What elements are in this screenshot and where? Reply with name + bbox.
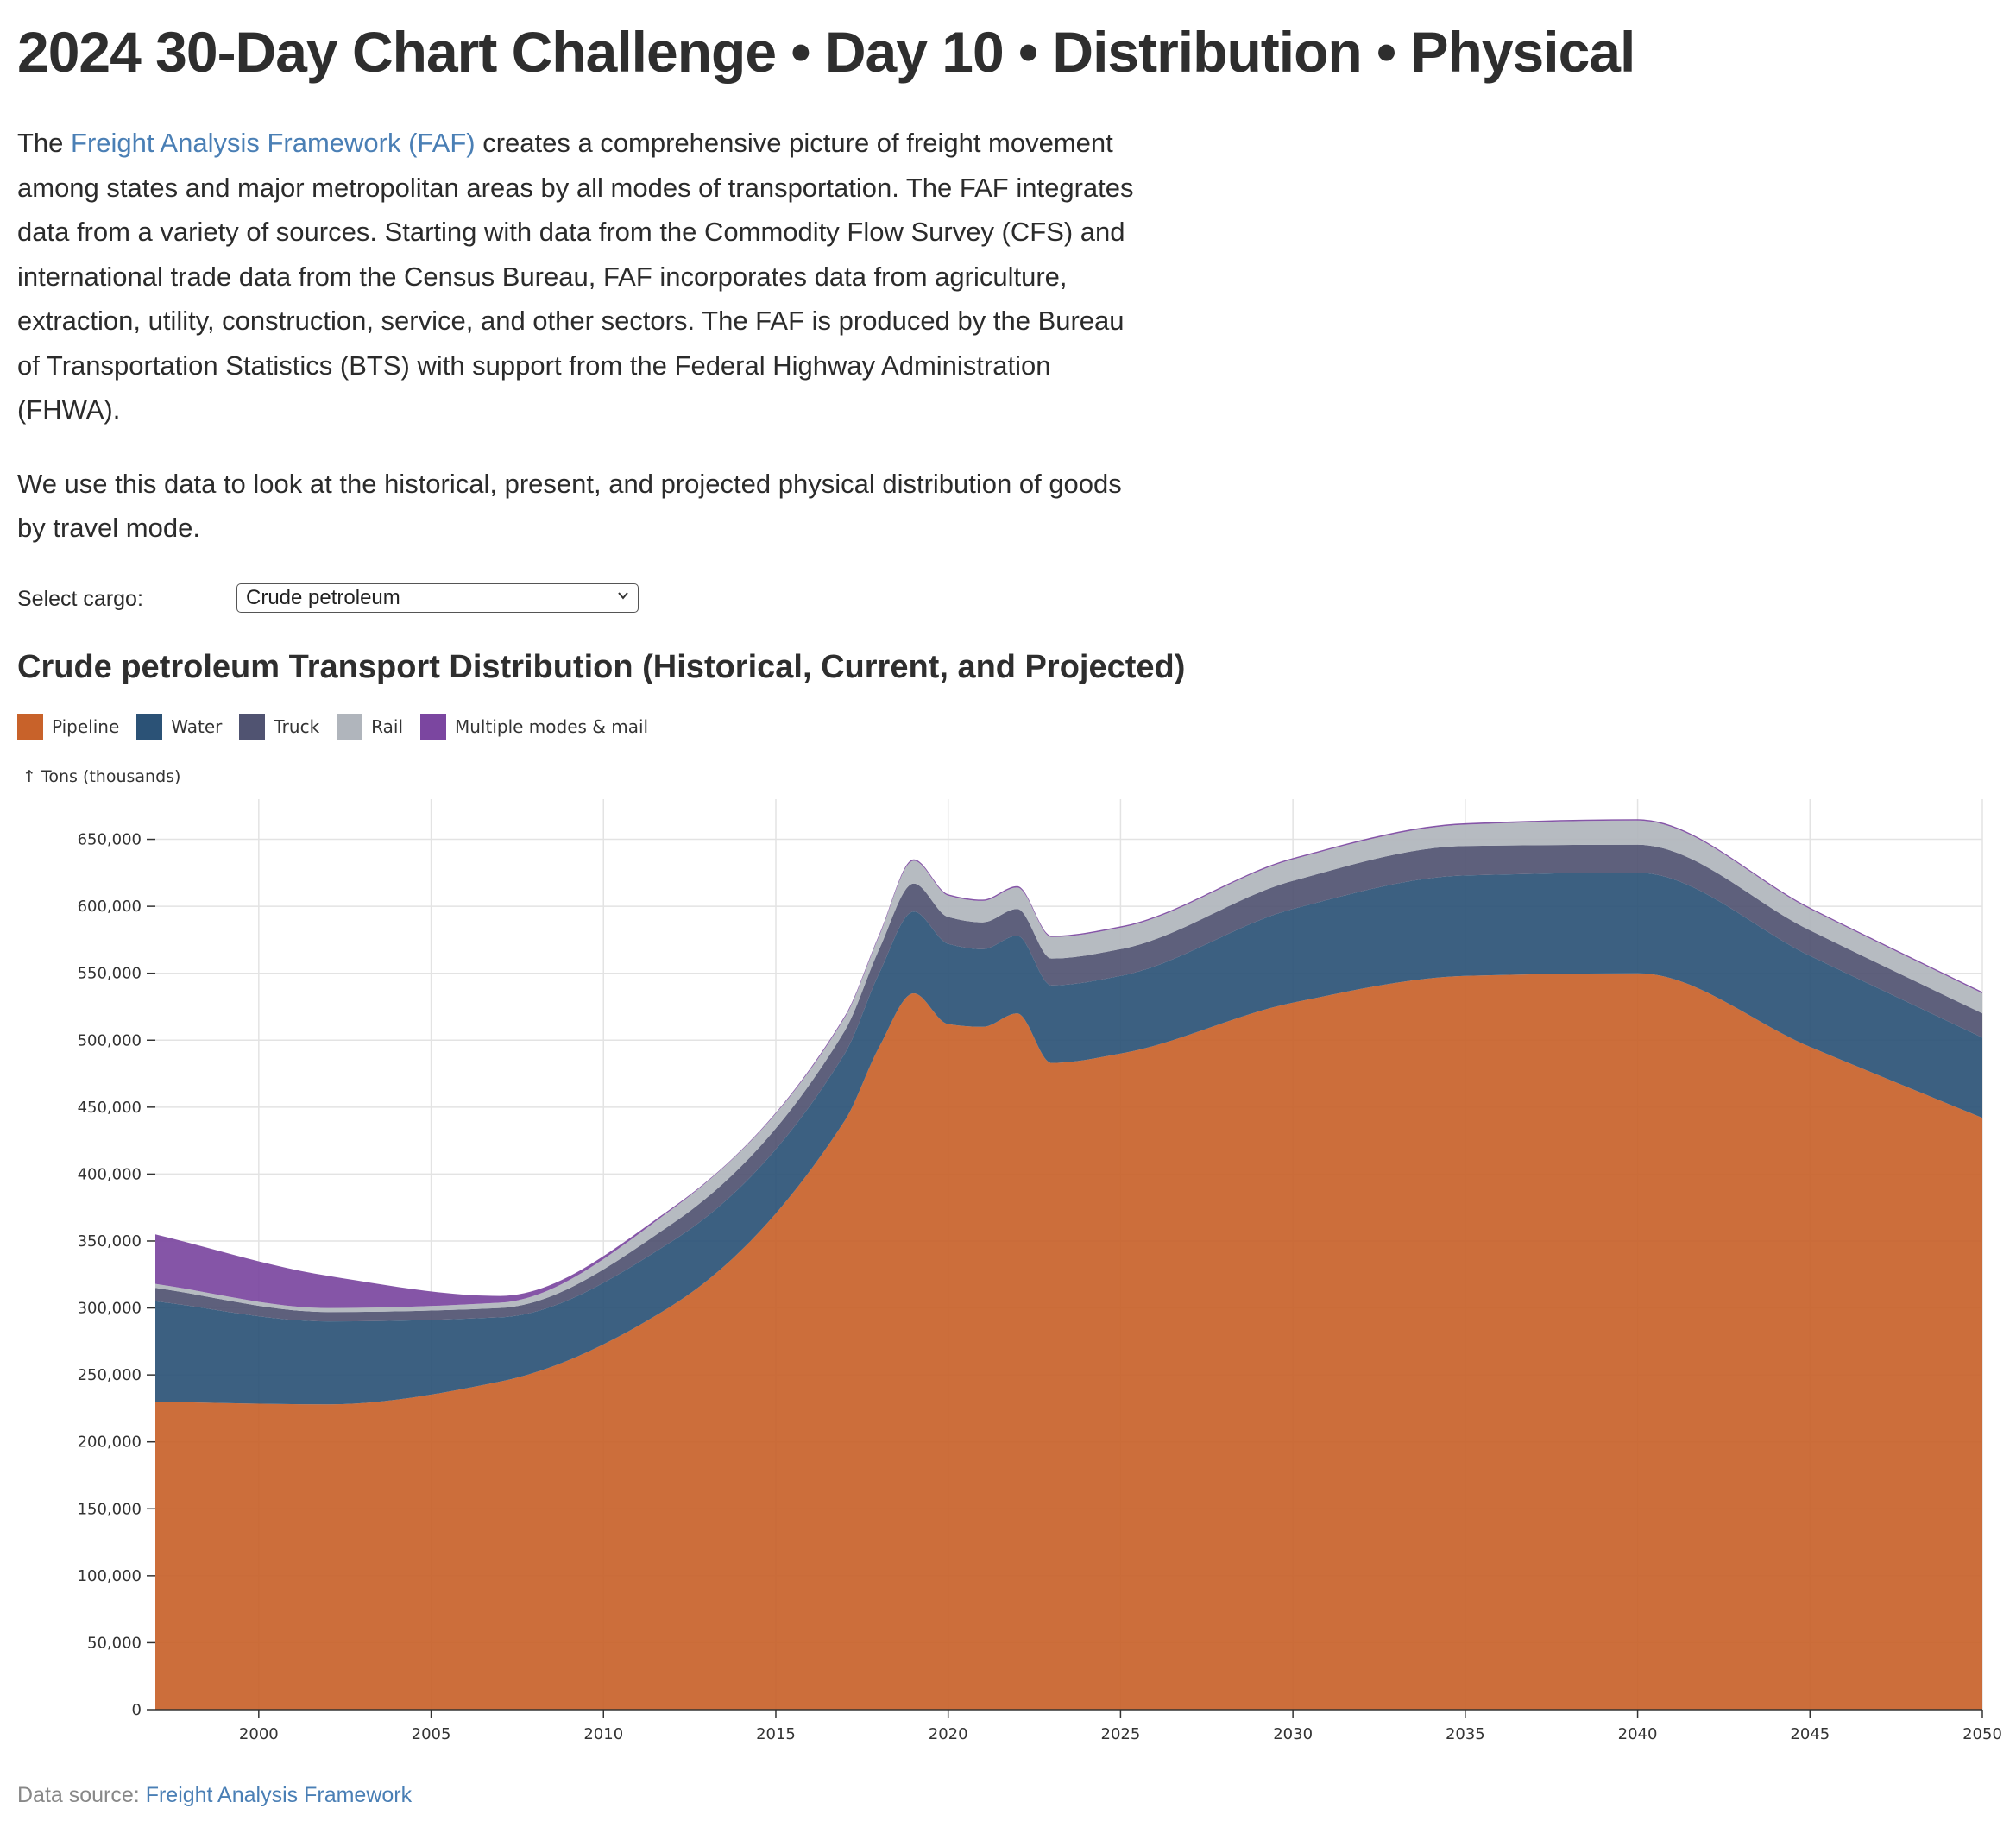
faf-link[interactable]: Freight Analysis Framework (FAF) (71, 128, 476, 158)
x-tick-label: 2025 (1101, 1725, 1141, 1743)
legend-item: Pipeline (17, 714, 119, 740)
legend-item: Water (136, 714, 222, 740)
area-pipeline (155, 973, 1982, 1710)
legend-item: Rail (337, 714, 403, 740)
y-tick-label: 500,000 (78, 1031, 142, 1049)
legend-swatch (136, 714, 163, 740)
y-tick-label: 650,000 (78, 831, 142, 849)
y-tick-label: 50,000 (87, 1634, 142, 1652)
legend-label: Multiple modes & mail (455, 716, 649, 737)
x-axis: 2000 2005 2010 2015 2020 2025 2030 2035 2040 2045… (155, 1709, 2002, 1743)
x-tick-label: 2020 (929, 1725, 968, 1743)
x-tick-label: 2045 (1790, 1725, 1830, 1743)
y-tick-label: 150,000 (78, 1500, 142, 1518)
legend-label: Pipeline (52, 716, 120, 737)
area-water (155, 873, 1982, 1405)
intro-text: The Freight Analysis Framework (FAF) cre… (17, 121, 1139, 580)
y-tick-label: 400,000 (78, 1165, 142, 1183)
x-tick-label: 2040 (1618, 1725, 1658, 1743)
chevron-down-icon (618, 592, 628, 600)
x-tick-label: 2005 (412, 1725, 451, 1743)
legend-item: Truck (239, 714, 319, 740)
cargo-select-row: Select cargo: Crude petroleum (17, 583, 673, 614)
y-tick-label: 250,000 (78, 1366, 142, 1384)
y-axis: 0 50,000 100,000 150,000 200,000 250,000 300,0… (78, 831, 155, 1719)
page-title: 2024 30-Day Chart Challenge • Day 10 • D… (17, 20, 1635, 84)
legend-swatch (337, 714, 363, 740)
y-tick-label: 350,000 (78, 1232, 142, 1251)
legend-item: Multiple modes & mail (420, 714, 648, 740)
y-axis-label: ↑ Tons (thousands) (22, 767, 180, 786)
faf-source-link[interactable]: Freight Analysis Framework (145, 1783, 413, 1807)
intro-paragraph-2: We use this data to look at the historic… (17, 468, 1122, 544)
y-tick-label: 100,000 (78, 1567, 142, 1585)
y-tick-label: 450,000 (78, 1099, 142, 1117)
cargo-select-label: Select cargo: (17, 587, 143, 611)
y-tick-label: 0 (132, 1701, 142, 1719)
x-tick-label: 2030 (1273, 1725, 1313, 1743)
stacked-areas (155, 819, 1982, 1710)
legend-label: Water (171, 716, 223, 737)
cargo-select[interactable]: Crude petroleum (236, 583, 639, 613)
x-tick-label: 2050 (1962, 1725, 2002, 1743)
chart-title: Crude petroleum Transport Distribution (… (17, 649, 1186, 685)
y-tick-label: 300,000 (78, 1300, 142, 1318)
y-tick-label: 600,000 (78, 898, 142, 916)
cargo-select-value: Crude petroleum (246, 586, 400, 609)
intro-paragraph-1: The Freight Analysis Framework (FAF) cre… (17, 121, 1139, 432)
stacked-area-chart: ↑ Tons (thousands) 0 50,000 100,000 150,000 2… (22, 767, 2002, 1743)
x-tick-label: 2035 (1446, 1725, 1485, 1743)
intro-text-body: creates a comprehensive picture of freig… (17, 128, 1134, 425)
x-tick-label: 2000 (239, 1725, 279, 1743)
legend-swatch (239, 714, 266, 740)
legend-swatch (17, 714, 43, 740)
legend-label: Rail (371, 716, 403, 737)
data-source-footer: Data source: Freight Analysis Framework (17, 1783, 412, 1808)
x-tick-label: 2015 (756, 1725, 796, 1743)
x-tick-label: 2010 (583, 1725, 623, 1743)
legend-swatch (420, 714, 446, 740)
footer-prefix: Data source: (17, 1783, 146, 1807)
chart-legend: Pipeline Water Truck Rail Multiple modes & m… (17, 713, 665, 740)
intro-text-prefix: The (17, 128, 72, 158)
y-tick-label: 550,000 (78, 965, 142, 983)
y-tick-label: 200,000 (78, 1433, 142, 1452)
legend-label: Truck (274, 716, 320, 737)
